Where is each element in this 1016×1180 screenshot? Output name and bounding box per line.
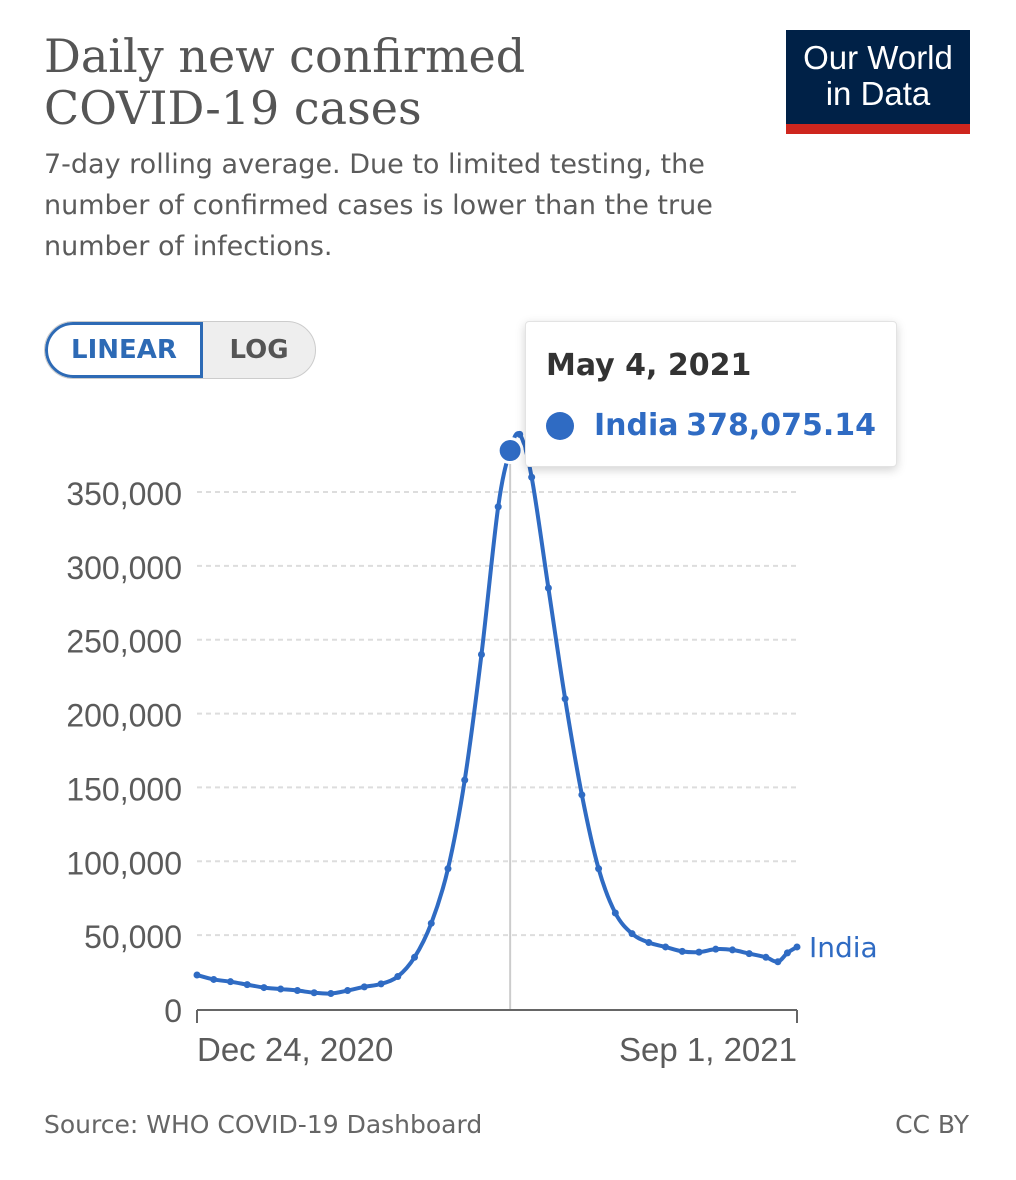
our-world-in-data-logo[interactable]: Our World in Data [786, 30, 970, 134]
log-scale-button[interactable]: LOG [229, 335, 289, 365]
data-point [327, 989, 335, 997]
data-point [793, 943, 801, 951]
source-note[interactable]: Source: WHO COVID-19 Dashboard [44, 1110, 483, 1139]
grid-lines [197, 491, 797, 937]
chart-title-line1: Daily new confirmed [44, 29, 526, 83]
data-point [394, 973, 402, 981]
y-tick-label: 350,000 [66, 476, 182, 512]
data-point [578, 791, 586, 799]
data-point [293, 987, 301, 995]
data-point [774, 958, 782, 966]
scale-toggle: LINEAR LOG [44, 321, 316, 379]
chart-title: Daily new confirmed COVID-19 cases [44, 30, 744, 134]
logo-line2: in Data [825, 75, 931, 112]
data-point [662, 943, 670, 951]
data-point [260, 984, 268, 992]
data-point [544, 584, 552, 592]
y-tick-label: 200,000 [66, 698, 182, 734]
tooltip-date: May 4, 2021 [546, 348, 752, 383]
data-point [745, 950, 753, 958]
data-point [444, 865, 452, 873]
linear-scale-button[interactable]: LINEAR [45, 322, 203, 378]
chart-title-line2: COVID-19 cases [44, 81, 422, 135]
data-point [762, 953, 770, 961]
data-point [344, 987, 352, 995]
data-point [645, 939, 653, 947]
data-point [783, 949, 791, 957]
data-point [360, 983, 368, 991]
tooltip-value: 378,075.14 [686, 408, 876, 443]
data-point [712, 945, 720, 953]
data-point [528, 473, 536, 481]
data-point [595, 865, 603, 873]
data-point [277, 985, 285, 993]
tooltip-entity: India [594, 408, 679, 443]
data-point [494, 503, 502, 511]
data-point [611, 909, 619, 917]
series-end-label-india: India [809, 931, 878, 964]
highlighted-point [496, 437, 524, 465]
data-point [427, 919, 435, 927]
data-point [678, 947, 686, 955]
y-tick-labels: 0 50,000 100,000 150,000 200,000 250,000 300,0… [66, 476, 182, 1029]
x-tick-label: Dec 24, 2020 [197, 1031, 393, 1068]
x-axis: Dec 24, 2020 Sep 1, 2021 [196, 1009, 798, 1068]
y-tick-label: 250,000 [66, 624, 182, 660]
data-point [516, 430, 524, 438]
data-point [310, 989, 318, 997]
logo-line1: Our World [803, 39, 953, 76]
y-tick-label: 0 [164, 993, 182, 1029]
data-point [226, 978, 234, 986]
y-tick-label: 300,000 [66, 550, 182, 586]
data-point [561, 695, 569, 703]
y-tick-label: 100,000 [66, 845, 182, 881]
series-points-india [193, 430, 801, 997]
logo-accent-bar [786, 124, 970, 134]
data-point [628, 930, 636, 938]
tooltip: May 4, 2021 India 378,075.14 [525, 321, 897, 467]
license-link[interactable]: CC BY [895, 1110, 969, 1139]
data-point [411, 953, 419, 961]
tooltip-series-dot-icon [546, 412, 574, 440]
data-point [193, 971, 201, 979]
data-point [461, 776, 469, 784]
data-point [695, 948, 703, 956]
chart-subtitle: 7-day rolling average. Due to limited te… [44, 149, 713, 262]
data-point [243, 981, 251, 989]
data-point [477, 650, 485, 658]
y-tick-label: 150,000 [66, 771, 182, 807]
data-point [210, 975, 218, 983]
x-tick-label: Sep 1, 2021 [619, 1031, 797, 1068]
y-tick-label: 50,000 [84, 919, 182, 955]
data-point [728, 946, 736, 954]
data-point [377, 980, 385, 988]
